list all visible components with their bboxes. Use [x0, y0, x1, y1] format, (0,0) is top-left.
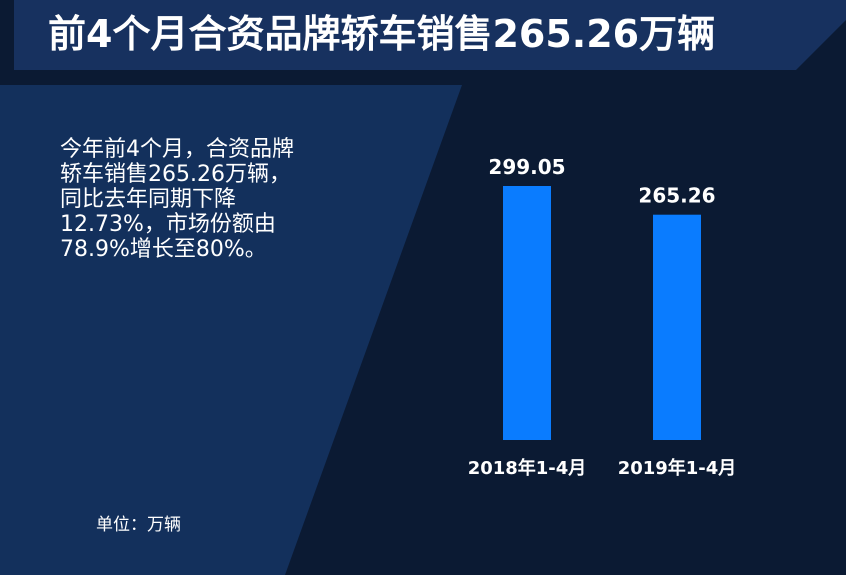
- bar-2: [653, 214, 701, 440]
- value-label-1: 299.05: [488, 155, 565, 179]
- bar-1: [503, 186, 551, 440]
- left-panel: [0, 85, 462, 575]
- value-label-2: 265.26: [638, 184, 715, 208]
- description-text: 今年前4个月，合资品牌轿车销售265.26万辆，同比去年同期下降12.73%，市…: [60, 137, 294, 262]
- category-label-1: 2018年1-4月: [468, 457, 587, 479]
- page-title: 前4个月合资品牌轿车销售265.26万辆: [48, 12, 716, 56]
- category-label-2: 2019年1-4月: [618, 457, 737, 479]
- unit-label: 单位：万辆: [96, 515, 181, 535]
- title-bar-shape: [14, 0, 846, 70]
